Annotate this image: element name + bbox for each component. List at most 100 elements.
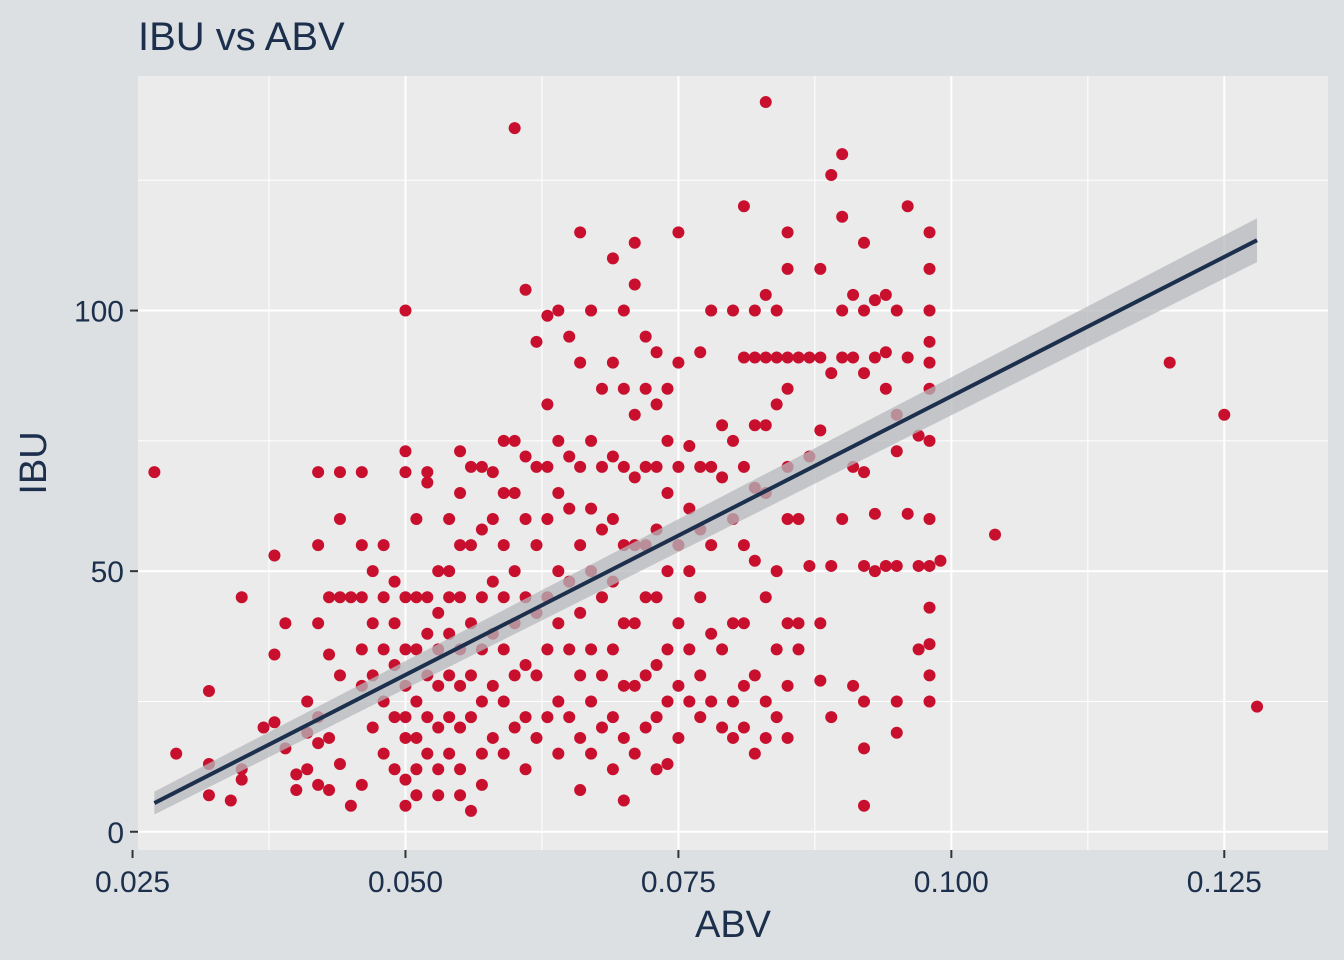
data-point [901, 200, 914, 213]
data-point [683, 502, 696, 515]
data-point [443, 513, 456, 526]
data-point [683, 440, 696, 453]
data-point [290, 784, 303, 797]
data-point [650, 591, 663, 604]
data-point [355, 778, 368, 791]
data-point [639, 591, 652, 604]
data-point [399, 304, 412, 317]
trend-line [153, 238, 1258, 805]
data-point [814, 674, 827, 687]
data-point [595, 523, 608, 536]
data-point [574, 460, 587, 473]
data-point [858, 236, 871, 249]
data-point [432, 789, 445, 802]
data-point [759, 731, 772, 744]
data-point [1251, 700, 1264, 713]
data-point [1218, 408, 1231, 421]
data-point [912, 559, 925, 572]
data-point [421, 466, 434, 479]
data-point [628, 747, 641, 760]
data-point [454, 679, 467, 692]
data-point [923, 304, 936, 317]
data-point [650, 346, 663, 359]
data-point [770, 398, 783, 411]
data-point [617, 382, 630, 395]
data-point [705, 695, 718, 708]
data-point [879, 382, 892, 395]
data-point [530, 460, 543, 473]
data-point [617, 794, 630, 807]
data-point [268, 549, 281, 562]
data-point [661, 643, 674, 656]
data-point [475, 747, 488, 760]
data-point [748, 747, 761, 760]
data-point [585, 434, 598, 447]
data-point [868, 294, 881, 307]
data-point [879, 288, 892, 301]
data-point [836, 304, 849, 317]
data-point [530, 539, 543, 552]
data-point [519, 283, 532, 296]
data-point [606, 252, 619, 265]
data-point [312, 617, 325, 630]
data-point [705, 304, 718, 317]
data-point [890, 304, 903, 317]
data-point [454, 789, 467, 802]
data-point [650, 763, 663, 776]
data-point [628, 408, 641, 421]
data-point [464, 669, 477, 682]
data-point [410, 763, 423, 776]
data-point [617, 460, 630, 473]
data-point [595, 591, 608, 604]
data-point [759, 96, 772, 109]
data-point [585, 747, 598, 760]
data-point [508, 434, 521, 447]
data-point [475, 460, 488, 473]
data-point [366, 721, 379, 734]
data-point [770, 565, 783, 578]
data-point [486, 575, 499, 588]
data-point [399, 773, 412, 786]
data-point [355, 591, 368, 604]
data-point [574, 784, 587, 797]
data-point [923, 559, 936, 572]
data-point [825, 711, 838, 724]
data-point [443, 669, 456, 682]
data-point [748, 304, 761, 317]
data-point [628, 236, 641, 249]
data-point [923, 669, 936, 682]
chart-title: IBU vs ABV [138, 15, 345, 59]
data-point [366, 565, 379, 578]
data-point [454, 721, 467, 734]
data-point [727, 731, 739, 744]
data-point [388, 617, 401, 630]
data-point [748, 554, 761, 567]
data-point [388, 711, 401, 724]
data-point [552, 747, 565, 760]
data-point [410, 643, 423, 656]
data-point [290, 768, 303, 781]
data-point [202, 789, 215, 802]
data-point [781, 617, 794, 630]
data-point [606, 763, 619, 776]
data-point [694, 460, 707, 473]
data-point [519, 513, 532, 526]
data-point [923, 434, 936, 447]
data-point [661, 434, 674, 447]
data-point [530, 669, 543, 682]
data-point [454, 591, 467, 604]
data-point [388, 763, 401, 776]
data-point [727, 434, 739, 447]
data-point [574, 226, 587, 239]
data-point [443, 747, 456, 760]
data-point [541, 398, 554, 411]
data-point [923, 226, 936, 239]
data-point [432, 721, 445, 734]
data-point [333, 591, 346, 604]
data-point [301, 695, 314, 708]
data-point [508, 122, 521, 135]
data-point [868, 507, 881, 520]
data-point [792, 643, 805, 656]
data-point [759, 591, 772, 604]
